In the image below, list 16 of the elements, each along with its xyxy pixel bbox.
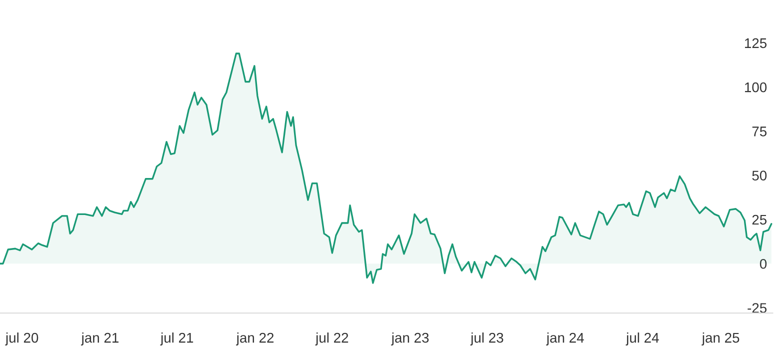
x-tick-label: jan 24 <box>546 332 584 346</box>
x-tick-label: jan 21 <box>80 332 118 346</box>
y-tick-label: 125 <box>745 38 767 48</box>
x-tick-label: jul 24 <box>626 332 659 346</box>
x-tick-label: jan 22 <box>236 332 274 346</box>
x-tick-label: jul 21 <box>160 332 194 346</box>
x-tick-label: jul 22 <box>315 332 348 346</box>
y-tick-label: 50 <box>752 170 767 181</box>
y-tick-label: 0 <box>760 258 767 269</box>
x-tick-label: jan 25 <box>702 332 740 346</box>
y-tick-label: 75 <box>752 126 767 136</box>
x-tick-label: jan 23 <box>391 332 429 346</box>
y-tick-label: 100 <box>745 82 767 92</box>
x-tick-label: jul 23 <box>470 332 504 346</box>
x-tick-label: jul 20 <box>5 332 38 346</box>
y-tick-label: 25 <box>752 214 767 225</box>
